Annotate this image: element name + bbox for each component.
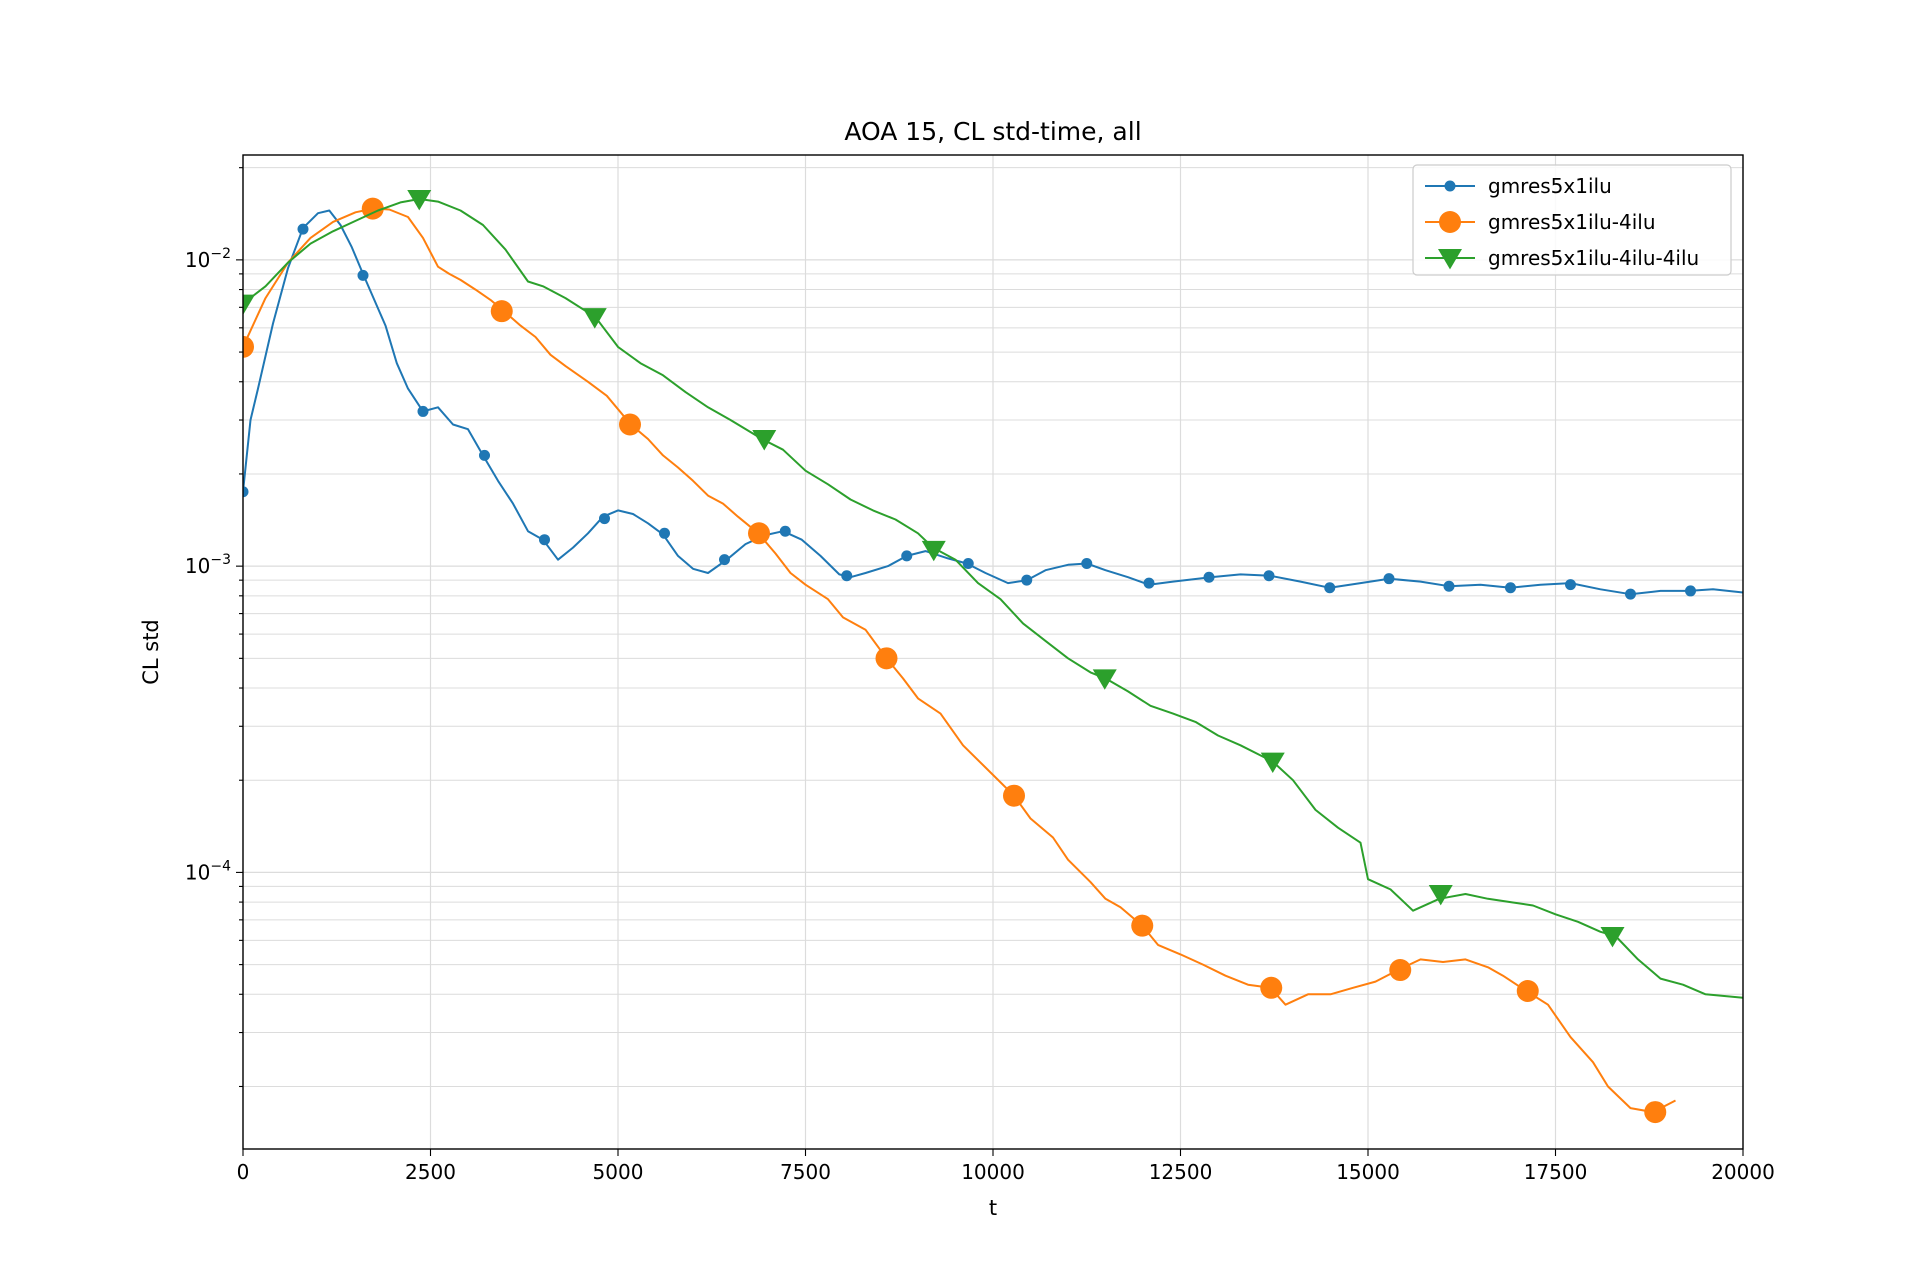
data-point	[1625, 588, 1636, 600]
data-point	[407, 190, 432, 211]
data-point	[297, 223, 309, 235]
x-tick-label: 17500	[1524, 1160, 1588, 1184]
x-tick-label: 20000	[1711, 1160, 1775, 1184]
data-point	[1263, 570, 1275, 582]
data-point	[357, 269, 369, 281]
x-tick-label: 7500	[780, 1160, 831, 1184]
legend-marker	[1439, 211, 1461, 233]
data-point	[1516, 980, 1539, 1003]
data-point	[1081, 558, 1093, 570]
data-point	[243, 335, 254, 358]
data-point	[901, 550, 913, 562]
x-axis-label: t	[989, 1196, 997, 1220]
data-point	[752, 430, 777, 451]
legend-marker	[1438, 249, 1462, 270]
legend-entry: gmres5x1ilu-4ilu-4ilu	[1425, 246, 1699, 270]
legend-marker	[1444, 180, 1456, 192]
data-point	[243, 294, 255, 315]
data-point	[748, 522, 770, 545]
data-point	[479, 449, 490, 461]
series-line	[243, 209, 1743, 596]
data-point	[1428, 885, 1453, 906]
x-tick-label: 5000	[593, 1160, 644, 1184]
data-point	[779, 525, 791, 537]
y-tick-label: 10−2	[185, 246, 231, 272]
data-point	[659, 527, 670, 539]
data-point	[1685, 585, 1696, 597]
data-point	[1443, 580, 1455, 592]
data-point	[1131, 914, 1154, 937]
data-point	[1505, 582, 1516, 594]
legend-label: gmres5x1ilu-4ilu	[1488, 210, 1656, 234]
data-point	[1260, 752, 1285, 774]
series-1	[243, 197, 1676, 1124]
data-point	[243, 486, 249, 498]
data-point	[1143, 577, 1155, 589]
data-point	[719, 554, 730, 566]
data-point	[1600, 926, 1625, 948]
legend-entry: gmres5x1ilu-4ilu	[1425, 210, 1656, 234]
x-tick-label: 12500	[1149, 1160, 1213, 1184]
data-point	[1324, 582, 1336, 594]
y-tick-label: 10−3	[185, 552, 231, 578]
data-point	[490, 300, 513, 323]
data-point	[539, 534, 550, 546]
series-0	[243, 209, 1743, 600]
data-point	[841, 570, 853, 582]
y-tick-label: 10−4	[185, 858, 231, 884]
data-point	[417, 405, 429, 417]
data-point	[1260, 976, 1283, 999]
data-point	[1389, 959, 1412, 982]
series-layer	[243, 190, 1743, 1124]
series-2	[243, 190, 1743, 999]
legend-entry: gmres5x1ilu	[1425, 174, 1612, 198]
legend-label: gmres5x1ilu-4ilu-4ilu	[1488, 246, 1699, 270]
data-point	[1565, 579, 1576, 591]
data-point	[875, 647, 898, 670]
data-point	[1383, 573, 1395, 585]
data-point	[619, 413, 641, 436]
data-point	[921, 540, 946, 562]
legend-label: gmres5x1ilu	[1488, 174, 1612, 198]
legend: gmres5x1ilu gmres5x1ilu-4ilu gmres5x1ilu-4…	[1412, 164, 1732, 276]
x-tick-label: 15000	[1336, 1160, 1400, 1184]
data-point	[599, 513, 610, 525]
series-line	[243, 198, 1743, 999]
data-point	[1003, 784, 1025, 807]
chart-title: AOA 15, CL std-time, all	[844, 117, 1141, 146]
data-point	[1021, 574, 1033, 586]
data-point	[1644, 1101, 1667, 1124]
data-point	[361, 197, 384, 220]
data-point	[1203, 571, 1215, 583]
x-tick-label: 2500	[405, 1160, 456, 1184]
legend-box	[1412, 164, 1732, 276]
axis-ticks: 0 2500 5000 7500 10000 12500 15000 17500 20000 10…	[185, 167, 1775, 1184]
y-axis-label: CL std	[139, 619, 163, 685]
x-tick-label: 10000	[961, 1160, 1025, 1184]
data-point	[582, 308, 607, 329]
data-point	[1092, 669, 1117, 690]
data-point	[962, 558, 974, 570]
x-tick-label: 0	[237, 1160, 250, 1184]
